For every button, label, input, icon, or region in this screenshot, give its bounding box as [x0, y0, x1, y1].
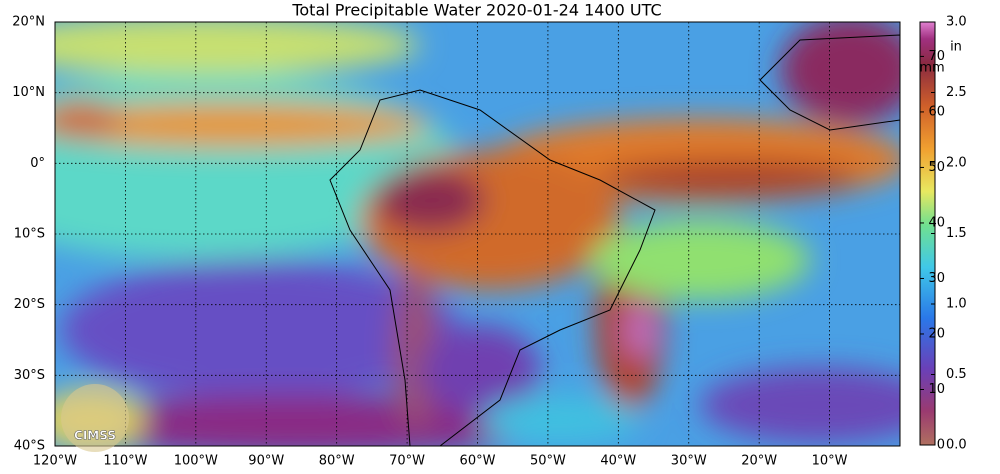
mm-tick-label: 70: [928, 49, 945, 64]
tpw-imagery: [55, 22, 900, 446]
lon-label: 100°W: [174, 454, 218, 469]
lat-label: 30°S: [14, 368, 45, 383]
in-tick-label: 1.5: [946, 226, 967, 241]
lon-label: 70°W: [389, 454, 425, 469]
mm-tick-label: 40: [928, 215, 945, 230]
lat-label: 40°S: [14, 439, 45, 454]
in-tick-label: 3.0: [946, 15, 967, 30]
lon-label: 80°W: [319, 454, 355, 469]
mm-tick-label: 60: [928, 104, 945, 119]
mm-unit: mm: [919, 61, 944, 76]
logo-text: CIMSS: [74, 429, 116, 443]
in-unit: in: [950, 40, 962, 55]
lon-label: 20°W: [741, 454, 777, 469]
lat-label: 10°N: [12, 85, 45, 100]
lat-label: 10°S: [14, 227, 45, 242]
mm-tick-label: 50: [928, 160, 945, 175]
lon-label: 120°W: [33, 454, 77, 469]
lat-label: 20°S: [14, 297, 45, 312]
map-frame: [54, 21, 901, 447]
title: Total Precipitable Water 2020-01-24 1400…: [291, 1, 661, 20]
lon-label: 10°W: [812, 454, 848, 469]
lon-label: 30°W: [671, 454, 707, 469]
in-tick-label: 0.5: [946, 367, 967, 382]
mm-tick-label: 30: [928, 271, 945, 286]
logo: CIMSS: [61, 384, 129, 452]
mm-tick-label: 10: [928, 382, 945, 397]
lon-label: 40°W: [600, 454, 636, 469]
lon-label: 60°W: [460, 454, 496, 469]
mm-tick-label: 0: [937, 438, 945, 453]
lon-label: 110°W: [103, 454, 147, 469]
in-tick-label: 2.0: [946, 156, 967, 171]
lat-label: 20°N: [12, 15, 45, 30]
in-tick-label: 2.5: [946, 85, 967, 100]
in-tick-label: 1.0: [946, 297, 967, 312]
mm-tick-label: 20: [928, 326, 945, 341]
lon-label: 50°W: [530, 454, 566, 469]
lon-label: 90°W: [248, 454, 284, 469]
lat-label: 0°: [30, 156, 45, 171]
in-tick-label: 0.0: [946, 438, 967, 453]
